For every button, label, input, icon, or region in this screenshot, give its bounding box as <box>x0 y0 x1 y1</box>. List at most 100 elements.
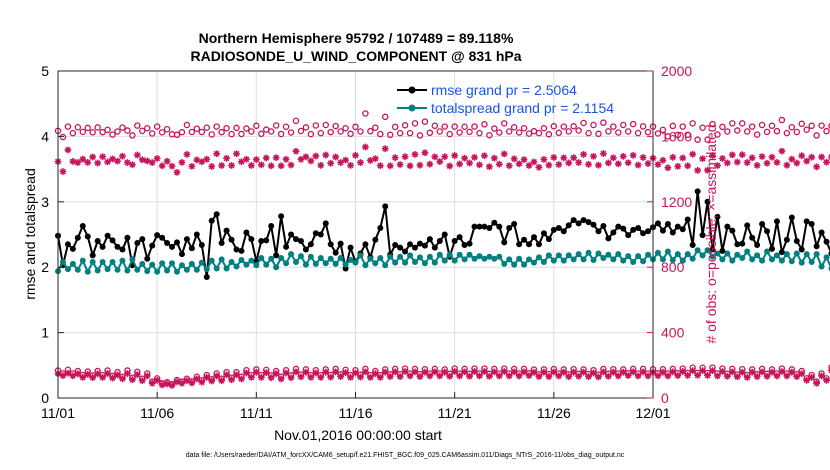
obs-assimilated-point <box>808 153 816 161</box>
obs-assimilated-point <box>243 155 250 163</box>
obs-assimilated-lower--point <box>456 372 464 380</box>
obs-assimilated-lower--point <box>362 368 369 376</box>
obs-assimilated-point <box>317 161 325 169</box>
obs-assimilated-lower--point <box>446 372 454 380</box>
rmse-point <box>654 220 661 227</box>
rmse-point <box>89 252 96 259</box>
totalspread-point <box>496 253 503 260</box>
x-tick-label: 11/11 <box>240 405 273 421</box>
obs-assimilated-lower--point <box>223 371 230 379</box>
rmse-point <box>600 222 607 229</box>
rmse-point <box>154 232 161 239</box>
totalspread-point <box>159 260 166 267</box>
obs-assimilated-lower--point <box>287 374 295 382</box>
obs-possible-point <box>758 121 766 129</box>
totalspread-point <box>788 258 795 265</box>
obs-possible-point <box>813 132 820 139</box>
rmse-point <box>476 223 483 230</box>
obs-assimilated-point <box>262 154 270 162</box>
obs-possible-point <box>148 130 156 137</box>
rmse-point <box>461 241 468 248</box>
rmse-point <box>764 228 771 235</box>
obs-assimilated-point <box>694 167 702 174</box>
rmse-point <box>188 245 195 252</box>
obs-assimilated-lower--point <box>124 370 131 377</box>
totalspread-point <box>664 248 671 255</box>
rmse-point <box>595 228 602 235</box>
x-tick-label: 12/01 <box>635 405 670 421</box>
obs-possible-point <box>84 124 92 132</box>
obs-possible-point <box>803 126 810 133</box>
rmse-point <box>813 243 820 250</box>
obs-assimilated-point <box>733 158 741 166</box>
obs-assimilated-point <box>104 158 111 166</box>
totalspread-point <box>387 253 394 260</box>
totalspread-point <box>605 251 612 258</box>
totalspread-point <box>625 253 632 260</box>
rmse-point <box>466 240 473 247</box>
totalspread-point <box>630 258 637 265</box>
obs-assimilated-lower--point <box>218 377 226 385</box>
obs-assimilated-point <box>74 159 82 166</box>
obs-possible-point <box>734 127 741 134</box>
obs-assimilated-point <box>277 162 285 170</box>
rmse-point <box>759 221 766 228</box>
rmse-point <box>218 240 225 247</box>
obs-assimilated-lower--point <box>396 373 404 380</box>
rmse-point <box>243 229 250 236</box>
obs-assimilated-point <box>342 156 349 164</box>
obs-assimilated-lower--point <box>689 367 697 375</box>
obs-assimilated-lower--point <box>322 368 330 376</box>
obs-assimilated-lower--point <box>337 373 345 380</box>
obs-assimilated-lower--point <box>783 372 791 380</box>
obs-assimilated-lower--point <box>421 368 429 376</box>
obs-possible-point <box>312 122 320 129</box>
obs-assimilated-lower--point <box>119 375 126 383</box>
obs-possible-point <box>104 126 111 134</box>
x-tick-label: 11/16 <box>339 405 373 421</box>
obs-possible-point <box>253 122 260 130</box>
obs-assimilated-lower--point <box>476 372 483 380</box>
obs-possible-point <box>94 124 101 131</box>
rmse-point <box>248 236 255 243</box>
obs-assimilated-lower--point <box>659 368 667 376</box>
obs-assimilated-lower--point <box>431 368 439 376</box>
obs-possible-point <box>208 131 215 138</box>
obs-possible-point <box>377 130 384 138</box>
obs-assimilated-point <box>386 162 394 170</box>
obs-possible-point <box>615 129 622 136</box>
totalspread-point <box>456 251 463 258</box>
totalspread-point <box>397 253 404 260</box>
rmse-point <box>372 236 379 243</box>
obs-assimilated-lower--point <box>808 373 816 381</box>
obs-possible-point <box>243 125 250 132</box>
obs-assimilated-point <box>664 164 672 172</box>
obs-assimilated-lower--point <box>525 372 533 379</box>
obs-assimilated-point <box>352 151 359 159</box>
obs-assimilated-point <box>639 154 647 161</box>
obs-assimilated-point <box>332 153 340 161</box>
totalspread-point <box>297 253 304 260</box>
obs-assimilated-point <box>362 143 369 151</box>
obs-possible-point <box>704 136 711 143</box>
y-axis-label: rmse and totalspread <box>22 168 38 300</box>
obs-possible-point <box>763 128 771 136</box>
obs-assimilated-point <box>228 162 235 169</box>
obs-assimilated-point <box>590 152 597 160</box>
obs-assimilated-lower--point <box>714 372 721 380</box>
obs-assimilated-lower--point <box>813 379 821 387</box>
obs-assimilated-lower--point <box>133 371 141 379</box>
obs-possible-point <box>178 128 186 136</box>
obs-possible-point <box>694 136 701 143</box>
rmse-point <box>104 232 111 239</box>
rmse-point <box>580 217 587 224</box>
rmse-point <box>327 241 334 248</box>
x-axis: 11/01 11/06 11/11 11/16 11/21 11/26 12/01 <box>41 392 671 421</box>
obs-assimilated-point <box>109 155 116 163</box>
y-right-tick-label: 400 <box>661 325 685 341</box>
rmse-point <box>729 227 736 234</box>
obs-assimilated-point <box>778 147 786 155</box>
obs-assimilated-lower--point <box>411 368 419 376</box>
obs-possible-point <box>818 122 825 129</box>
obs-assimilated-point <box>114 157 121 165</box>
